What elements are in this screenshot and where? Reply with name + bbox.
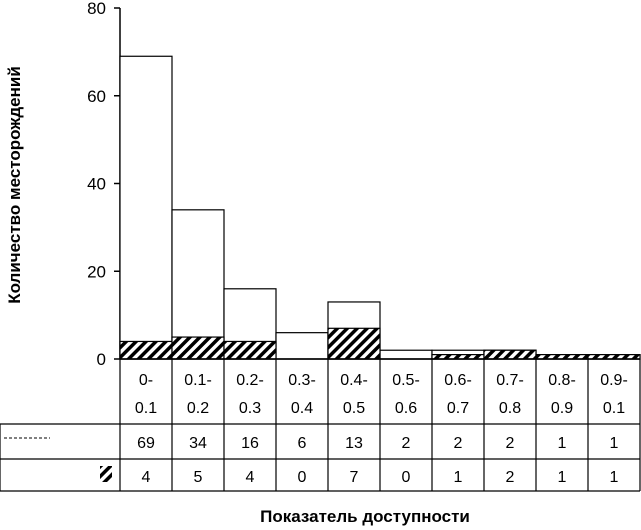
data-label-series-2: 1 <box>558 469 567 486</box>
x-tick-label: 0.2- <box>236 372 264 389</box>
x-tick-label: 0.8- <box>548 372 576 389</box>
data-label-series-1: 2 <box>506 435 515 452</box>
x-tick-label: 0.1 <box>603 400 625 417</box>
x-tick-label: 0.6 <box>395 400 417 417</box>
bar-series-2 <box>483 349 537 360</box>
x-tick-label: 0.3 <box>239 400 261 417</box>
x-tick-label: 0.8 <box>499 400 521 417</box>
y-axis-label: Количество месторождений <box>5 66 24 304</box>
x-tick-label: 0.4- <box>340 372 368 389</box>
legend-key-series-2 <box>100 466 112 482</box>
x-tick-label: 0.7 <box>447 400 469 417</box>
data-label-series-2: 2 <box>506 469 515 486</box>
x-tick-label: 0.3- <box>288 372 316 389</box>
bar-series-2 <box>119 340 173 360</box>
data-label-series-1: 1 <box>610 435 619 452</box>
y-tick-label: 80 <box>87 0 106 18</box>
x-tick-label: 0.5 <box>343 400 365 417</box>
data-label-series-2: 1 <box>610 469 619 486</box>
bar-series-1 <box>275 332 329 360</box>
data-label-series-1: 2 <box>402 435 411 452</box>
y-tick-label: 40 <box>87 175 106 194</box>
x-tick-label: 0.4 <box>291 400 313 417</box>
data-label-series-1: 1 <box>558 435 567 452</box>
data-label-series-1: 34 <box>189 435 207 452</box>
data-label-series-1: 6 <box>298 435 307 452</box>
bar-series-2 <box>171 336 225 360</box>
data-label-series-1: 13 <box>345 435 363 452</box>
bar-series-2 <box>223 340 277 360</box>
bar-series-1 <box>119 55 173 360</box>
data-label-series-2: 4 <box>142 469 151 486</box>
y-tick-label: 20 <box>87 262 106 281</box>
data-label-series-2: 0 <box>298 469 307 486</box>
x-tick-label: 0- <box>139 372 153 389</box>
bar-series-1 <box>379 349 433 360</box>
x-axis-label: Показатель доступности <box>260 507 470 526</box>
plot-area: 0204060800-0.16940.1-0.23450.2-0.31640.3… <box>0 0 641 492</box>
y-tick-label: 0 <box>97 350 106 369</box>
data-label-series-2: 5 <box>194 469 203 486</box>
data-label-series-2: 7 <box>350 469 359 486</box>
x-tick-label: 0.1 <box>135 400 157 417</box>
bar-series-2 <box>327 327 381 360</box>
x-tick-label: 0.6- <box>444 372 472 389</box>
data-label-series-1: 2 <box>454 435 463 452</box>
y-tick-label: 60 <box>87 87 106 106</box>
data-label-series-1: 69 <box>137 435 155 452</box>
data-label-series-2: 0 <box>402 469 411 486</box>
x-tick-label: 0.1- <box>184 372 212 389</box>
x-tick-label: 0.7- <box>496 372 524 389</box>
x-tick-label: 0.9 <box>551 400 573 417</box>
x-tick-label: 0.9- <box>600 372 628 389</box>
data-label-series-2: 4 <box>246 469 255 486</box>
x-tick-label: 0.5- <box>392 372 420 389</box>
data-label-series-1: 16 <box>241 435 259 452</box>
data-label-series-2: 1 <box>454 469 463 486</box>
x-tick-label: 0.2 <box>187 400 209 417</box>
